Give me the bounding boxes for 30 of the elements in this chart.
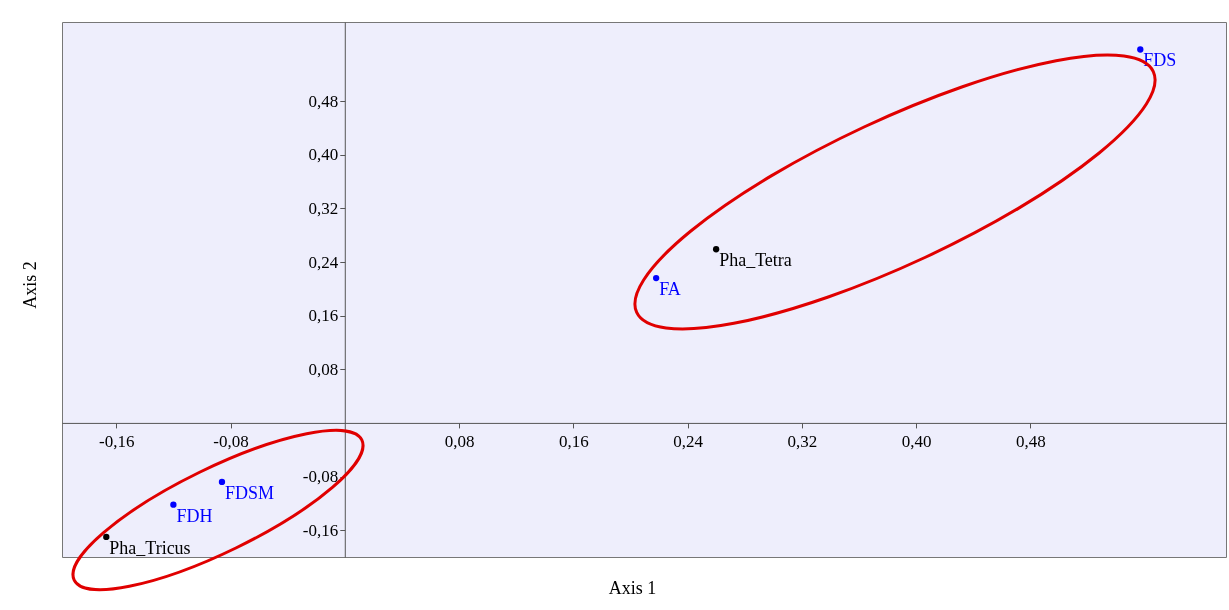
point bbox=[218, 478, 226, 486]
x-tick-label: -0,16 bbox=[99, 432, 135, 452]
y-tick-label: 0,24 bbox=[308, 252, 339, 272]
x-tick-label: 0,24 bbox=[673, 432, 704, 452]
x-axis-title: Axis 1 bbox=[608, 577, 657, 598]
point bbox=[103, 533, 110, 541]
data-label: FA bbox=[659, 279, 681, 300]
y-tick-label: -0,08 bbox=[302, 467, 339, 487]
x-tick-label: 0,16 bbox=[558, 432, 589, 452]
y-tick-label: -0,16 bbox=[302, 520, 339, 540]
y-tick-label: 0,32 bbox=[308, 198, 339, 218]
point bbox=[170, 501, 177, 508]
y-tick-label: 0,40 bbox=[308, 145, 339, 165]
y-axis-title: Axis 2 bbox=[19, 261, 40, 309]
y-tick-label: 0,16 bbox=[308, 306, 339, 326]
data-label: FDS bbox=[1143, 50, 1177, 71]
point bbox=[712, 246, 720, 253]
x-tick-label: 0,48 bbox=[1015, 432, 1046, 452]
x-tick-label: 0,40 bbox=[901, 432, 932, 452]
y-tick-label: 0,08 bbox=[308, 359, 339, 379]
y-tick-label: 0,48 bbox=[308, 91, 339, 111]
data-label: FDSM bbox=[224, 482, 274, 503]
x-tick-label: -0,08 bbox=[213, 432, 249, 452]
data-label: FDH bbox=[176, 505, 213, 526]
x-tick-label: 0,32 bbox=[787, 432, 818, 452]
data-label: Pha_Tetra bbox=[719, 250, 792, 271]
point bbox=[1137, 46, 1144, 53]
point bbox=[652, 274, 660, 282]
data-label: Pha_Tricus bbox=[109, 537, 191, 558]
x-tick-label: 0,08 bbox=[444, 432, 475, 452]
